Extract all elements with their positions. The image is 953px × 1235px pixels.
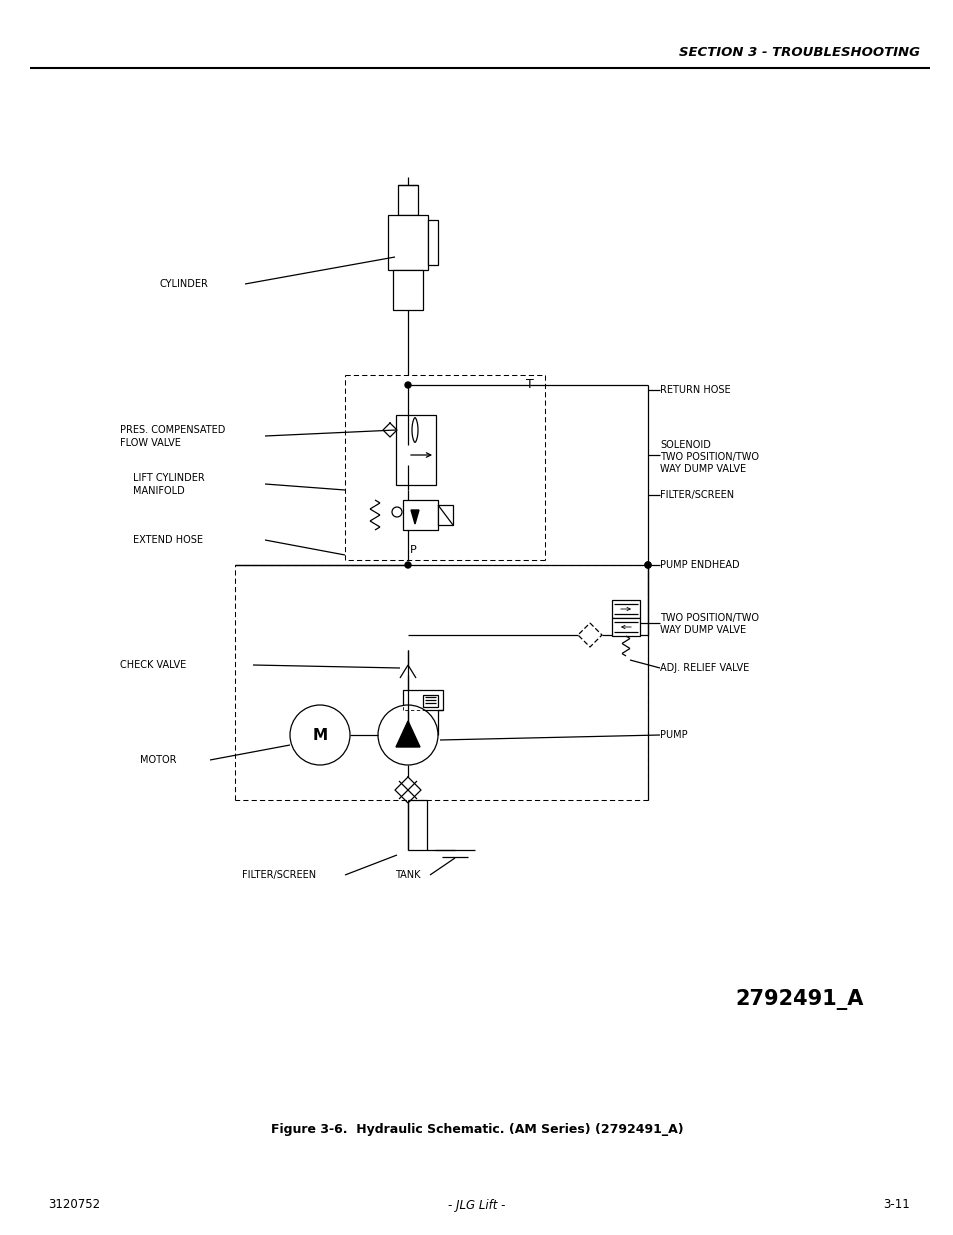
Bar xyxy=(422,695,437,706)
Bar xyxy=(393,270,422,310)
Text: SOLENOID: SOLENOID xyxy=(659,440,710,450)
Bar xyxy=(395,415,436,485)
Text: EXTEND HOSE: EXTEND HOSE xyxy=(132,535,203,545)
Text: WAY DUMP VALVE: WAY DUMP VALVE xyxy=(659,464,745,474)
Text: RETURN HOSE: RETURN HOSE xyxy=(659,385,730,395)
Text: 2792491_A: 2792491_A xyxy=(734,989,862,1010)
Bar xyxy=(402,500,437,530)
Bar xyxy=(437,505,453,525)
Text: FILTER/SCREEN: FILTER/SCREEN xyxy=(242,869,315,881)
Text: ADJ. RELIEF VALVE: ADJ. RELIEF VALVE xyxy=(659,663,748,673)
Text: CYLINDER: CYLINDER xyxy=(160,279,209,289)
Text: LIFT CYLINDER: LIFT CYLINDER xyxy=(132,473,205,483)
Circle shape xyxy=(290,705,350,764)
Circle shape xyxy=(644,562,650,568)
Text: TANK: TANK xyxy=(395,869,420,881)
Bar xyxy=(402,690,442,710)
Text: MANIFOLD: MANIFOLD xyxy=(132,487,185,496)
Text: T: T xyxy=(525,378,534,391)
Bar xyxy=(388,215,428,270)
Circle shape xyxy=(405,382,411,388)
Circle shape xyxy=(377,705,437,764)
Text: TWO POSITION/TWO: TWO POSITION/TWO xyxy=(659,452,759,462)
Polygon shape xyxy=(395,721,419,747)
Text: MOTOR: MOTOR xyxy=(140,755,176,764)
Text: TWO POSITION/TWO: TWO POSITION/TWO xyxy=(659,613,759,622)
Text: FILTER/SCREEN: FILTER/SCREEN xyxy=(659,490,734,500)
Text: M: M xyxy=(313,727,327,742)
Bar xyxy=(612,600,639,618)
Text: PUMP: PUMP xyxy=(659,730,687,740)
Text: CHECK VALVE: CHECK VALVE xyxy=(120,659,186,671)
Text: Figure 3-6.  Hydraulic Schematic. (AM Series) (2792491_A): Figure 3-6. Hydraulic Schematic. (AM Ser… xyxy=(271,1124,682,1136)
Circle shape xyxy=(405,562,411,568)
Text: SECTION 3 - TROUBLESHOOTING: SECTION 3 - TROUBLESHOOTING xyxy=(679,46,919,58)
Text: P: P xyxy=(409,545,416,555)
Text: - JLG Lift -: - JLG Lift - xyxy=(448,1198,505,1212)
Text: FLOW VALVE: FLOW VALVE xyxy=(120,438,181,448)
Bar xyxy=(397,185,417,215)
Polygon shape xyxy=(411,510,418,524)
Text: 3120752: 3120752 xyxy=(48,1198,100,1212)
Circle shape xyxy=(644,562,650,568)
Bar xyxy=(428,220,437,266)
Text: WAY DUMP VALVE: WAY DUMP VALVE xyxy=(659,625,745,635)
Bar xyxy=(612,618,639,636)
Text: 3-11: 3-11 xyxy=(882,1198,909,1212)
Text: PUMP ENDHEAD: PUMP ENDHEAD xyxy=(659,559,739,571)
Text: PRES. COMPENSATED: PRES. COMPENSATED xyxy=(120,425,225,435)
